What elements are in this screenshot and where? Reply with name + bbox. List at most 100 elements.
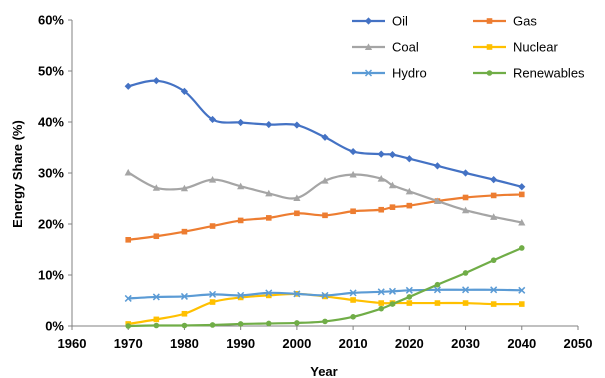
- renewables-point: [389, 301, 396, 307]
- coal-point: [265, 189, 273, 197]
- x-tick-label: 2020: [395, 336, 424, 351]
- hydro-point: [321, 291, 329, 299]
- y-axis-label: Energy Share (%): [10, 120, 25, 228]
- renewables-point: [153, 322, 160, 329]
- hydro-point: [293, 290, 301, 298]
- nuclear-point: [153, 316, 160, 323]
- x-tick-label: 2030: [451, 336, 480, 351]
- y-tick-label: 40%: [38, 115, 64, 130]
- renewables-point: [237, 321, 244, 327]
- series-coal: [124, 168, 526, 226]
- hydro-point: [490, 286, 498, 294]
- renewables-point: [322, 318, 328, 325]
- renewables-point: [378, 305, 385, 312]
- hydro-point: [462, 286, 470, 294]
- legend-marker: [364, 43, 373, 50]
- gas-point: [490, 192, 497, 199]
- hydro-point: [349, 289, 357, 297]
- nuclear-point: [406, 300, 413, 306]
- y-tick-label: 0%: [45, 319, 64, 334]
- coal-point: [180, 184, 189, 192]
- coal-point: [433, 197, 442, 205]
- hydro-point: [433, 286, 441, 294]
- legend-marker: [486, 70, 493, 76]
- coal-point: [490, 213, 498, 220]
- hydro-point: [180, 292, 188, 300]
- gas-point: [181, 228, 188, 235]
- gas-point: [294, 210, 300, 217]
- legend-item-gas: Gas: [473, 14, 537, 29]
- coal-point: [208, 176, 217, 183]
- gas-point: [125, 237, 132, 243]
- gas-point: [209, 223, 216, 229]
- oil-point: [433, 162, 442, 170]
- hydro-point: [124, 294, 132, 302]
- legend: Oil Gas Coal Nuclear Hydro Renewables: [352, 14, 585, 81]
- series-hydro: [124, 286, 526, 302]
- x-tick-label: 1990: [226, 336, 255, 351]
- series-gas: [125, 191, 525, 243]
- coal-point: [293, 194, 301, 201]
- renewables-point: [209, 322, 216, 328]
- coal-point: [461, 206, 470, 214]
- y-tick-label: 60%: [38, 13, 64, 28]
- gas-point: [518, 191, 525, 198]
- gas-point: [322, 212, 328, 219]
- x-tick-label: 1970: [114, 336, 143, 351]
- series-renewables: [125, 245, 525, 329]
- renewables-line: [128, 246, 523, 328]
- renewables-point: [125, 323, 132, 329]
- renewables-point: [462, 270, 469, 276]
- nuclear-line: [128, 292, 522, 326]
- oil-point: [237, 118, 245, 127]
- coal-point: [388, 181, 397, 189]
- tick-labels: 0% 10% 20% 30% 40% 50% 60% 1960 1970 1980 1990 2000…: [38, 13, 592, 352]
- legend-label: Hydro: [392, 66, 427, 81]
- x-tick-label: 2050: [564, 336, 593, 351]
- legend-label: Oil: [392, 14, 408, 29]
- coal-point: [349, 170, 357, 178]
- oil-point: [321, 133, 329, 141]
- axes: [68, 19, 579, 330]
- coal-point: [377, 175, 385, 182]
- nuclear-point: [181, 310, 188, 317]
- oil-line: [127, 79, 523, 188]
- oil-point: [152, 77, 160, 85]
- x-tick-label: 2040: [507, 336, 536, 351]
- legend-label: Coal: [392, 40, 419, 55]
- oil-point: [124, 82, 132, 90]
- gas-line: [128, 193, 522, 241]
- nuclear-point: [434, 300, 441, 306]
- legend-item-coal: Coal: [352, 40, 419, 55]
- oil-point: [180, 87, 189, 95]
- coal-point: [152, 184, 160, 191]
- y-tick-label: 30%: [38, 166, 64, 181]
- gas-point: [378, 206, 385, 213]
- hydro-point: [152, 293, 160, 301]
- coal-line: [127, 171, 522, 224]
- hydro-point: [388, 287, 396, 295]
- oil-point: [208, 115, 217, 124]
- hydro-line: [128, 288, 522, 300]
- nuclear-point: [350, 297, 356, 303]
- legend-label: Nuclear: [513, 40, 558, 55]
- nuclear-point: [237, 294, 244, 301]
- nuclear-point: [518, 301, 525, 307]
- legend-item-hydro: Hydro: [352, 66, 427, 81]
- renewables-point: [294, 320, 300, 326]
- gas-point: [350, 208, 356, 215]
- nuclear-point: [265, 292, 272, 299]
- legend-label: Gas: [513, 14, 537, 29]
- gas-point: [153, 233, 160, 240]
- x-tick-label: 1980: [170, 336, 199, 351]
- hydro-point: [209, 290, 217, 298]
- legend-item-oil: Oil: [352, 14, 408, 29]
- nuclear-point: [378, 300, 385, 306]
- renewables-point: [434, 281, 441, 288]
- oil-point: [293, 121, 301, 129]
- oil-point: [349, 147, 357, 156]
- hydro-point: [265, 289, 273, 297]
- legend-label: Renewables: [513, 66, 585, 81]
- gas-point: [462, 194, 469, 201]
- y-tick-label: 10%: [38, 268, 64, 283]
